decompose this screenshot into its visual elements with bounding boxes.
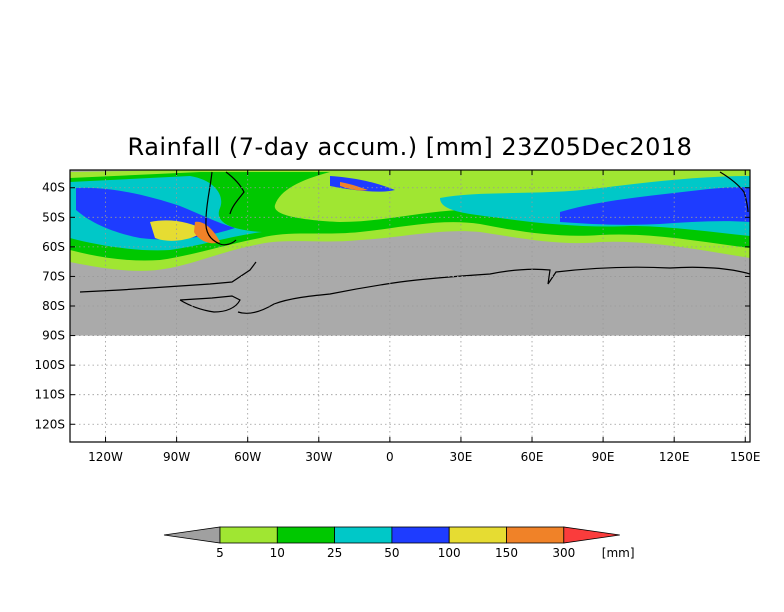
rainfall-shading (70, 170, 750, 271)
colorbar-swatch (506, 526, 565, 544)
lat-tick-label: 80S (42, 299, 65, 313)
colorbar-unit: [mm] (602, 546, 635, 560)
colorbar-label: 300 (552, 546, 575, 560)
map-title: Rainfall (7-day accum.) [mm] 23Z05Dec201… (127, 133, 693, 161)
lon-tick-label: 90E (592, 450, 615, 464)
lat-tick-label: 50S (42, 210, 65, 224)
colorbar-label: 100 (438, 546, 461, 560)
colorbar-swatch (334, 526, 393, 544)
colorbar-label: 5 (216, 546, 224, 560)
lat-tick-label: 60S (42, 240, 65, 254)
lat-tick-label: 70S (42, 269, 65, 283)
antarctica-coast (79, 261, 750, 314)
lat-tick-label: 120S (34, 417, 65, 431)
colorbar-label: 150 (495, 546, 518, 560)
lat-tick-label: 90S (42, 329, 65, 343)
lat-tick-label: 40S (42, 181, 65, 195)
colorbar-label: 25 (327, 546, 342, 560)
lon-tick-label: 150E (730, 450, 761, 464)
lon-tick-label: 0 (386, 450, 394, 464)
rain-band-10-25 (70, 172, 750, 261)
latitude-axis: 40S 50S 60S 70S 80S 90S 100S 110S 120S (34, 181, 750, 431)
lon-tick-label: 120E (659, 450, 690, 464)
coastlines (79, 171, 750, 314)
lon-tick-label: 30W (305, 450, 332, 464)
colorbar-swatch (448, 526, 507, 544)
south-america-east-coast (225, 171, 245, 215)
grid-lines (70, 170, 750, 442)
colorbar-above-triangle (563, 526, 620, 544)
lat-tick-label: 100S (34, 358, 65, 372)
colorbar-swatch (391, 526, 450, 544)
lon-tick-label: 120W (88, 450, 123, 464)
lon-tick-label: 60W (234, 450, 261, 464)
australia-coast (719, 171, 749, 213)
colorbar-label: 10 (270, 546, 285, 560)
colorbar-swatch (219, 526, 278, 544)
south-america-coast (205, 171, 237, 246)
lon-tick-label: 60E (521, 450, 544, 464)
colorbar-swatch (276, 526, 335, 544)
colorbar-below-triangle (163, 526, 221, 544)
colorbar-label: 50 (384, 546, 399, 560)
lon-tick-label: 90W (163, 450, 190, 464)
colorbar: 5 10 25 50 100 150 300 [mm] (163, 526, 635, 560)
lat-tick-label: 110S (34, 388, 65, 402)
lon-tick-label: 30E (450, 450, 473, 464)
rain-band-100-150 (150, 220, 205, 241)
rain-band-150-300-north (340, 182, 368, 191)
rain-band-50-100-east (560, 187, 750, 225)
longitude-axis: 120W 90W 60W 30W 0 30E 60E 90E 120E 150E (88, 170, 761, 464)
